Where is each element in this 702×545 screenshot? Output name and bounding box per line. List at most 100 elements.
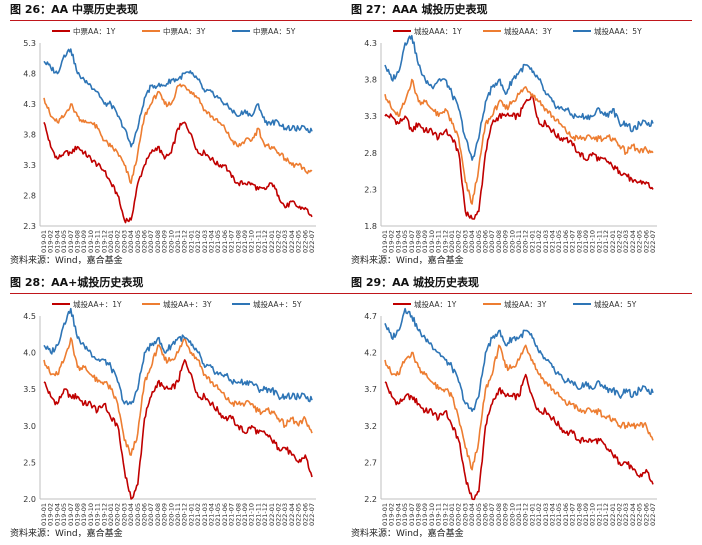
legend-label: 城投AAA：3Y — [504, 26, 552, 36]
series-line — [43, 83, 313, 185]
x-tick-label: 2019-01 — [381, 230, 389, 253]
legend-label: 城投AAA：1Y — [414, 26, 462, 36]
title-rule — [10, 20, 351, 21]
x-tick-label: 2021-06 — [562, 503, 570, 526]
y-tick-label: 3.3 — [364, 112, 377, 121]
x-tick-label: 2021-06 — [221, 230, 229, 253]
x-tick-label: 2021-10 — [589, 503, 597, 526]
y-tick-label: 3.3 — [23, 161, 36, 170]
x-tick-label: 2020-04 — [468, 230, 476, 253]
x-tick-label: 2019-07 — [408, 503, 416, 526]
x-tick-label: 2020-02 — [455, 230, 463, 253]
x-tick-label: 2020-01 — [107, 503, 115, 526]
y-tick-label: 4.3 — [364, 39, 377, 48]
x-tick-label: 2020-08 — [154, 503, 162, 526]
x-tick-label: 2019-09 — [80, 230, 88, 253]
x-tick-label: 2020-10 — [508, 230, 516, 253]
x-tick-label: 2021-02 — [535, 230, 543, 253]
x-tick-label: 2019-01 — [40, 230, 48, 253]
y-tick-label: 4.3 — [23, 100, 36, 109]
x-tick-label: 2021-04 — [549, 503, 557, 526]
x-tick-label: 2022-07 — [308, 230, 316, 253]
chart-panel-28: 图 28：AA+城投历史表现 4.5 4.0 3.5 3.0 2.5 2.0 2019-01… — [10, 276, 351, 539]
x-tick-label: 2022-06 — [301, 230, 309, 253]
y-tick-label: 2.8 — [23, 192, 36, 201]
x-tick-label: 2020-08 — [495, 230, 503, 253]
x-tick-label: 2022-03 — [281, 503, 289, 526]
x-tick-label: 2019-02 — [47, 503, 55, 526]
x-tick-label: 2021-02 — [194, 230, 202, 253]
x-tick-label: 2020-03 — [461, 230, 469, 253]
x-tick-label: 2019-04 — [53, 230, 61, 253]
y-tick-label: 4.7 — [364, 312, 377, 321]
series-line — [384, 93, 654, 220]
y-tick-label: 2.2 — [364, 495, 377, 504]
x-tick-label: 2020-04 — [468, 503, 476, 526]
chart-title: 图 28：AA+城投历史表现 — [10, 276, 144, 289]
legend-label: 中票AA：3Y — [163, 26, 206, 36]
x-tick-label: 2020-03 — [461, 503, 469, 526]
x-tick-label: 2021-07 — [228, 230, 236, 253]
y-tick-label: 5.3 — [23, 39, 36, 48]
y-tick-label: 4.2 — [364, 349, 377, 358]
x-tick-label: 2020-05 — [475, 503, 483, 526]
x-tick-label: 2022-04 — [288, 230, 296, 253]
series-line — [384, 34, 654, 161]
x-tick-label: 2019-12 — [100, 230, 108, 253]
source-note: 资料来源：Wind，嘉合基金 — [10, 256, 123, 266]
y-tick-label: 4.8 — [23, 70, 36, 79]
x-tick-label: 2019-11 — [435, 503, 443, 526]
x-tick-label: 2020-12 — [181, 230, 189, 253]
x-tick-label: 2020-01 — [448, 230, 456, 253]
line-chart: 4.33.83.32.82.31.82019-012019-022019-042… — [364, 26, 657, 253]
x-tick-label: 2019-02 — [47, 230, 55, 253]
x-tick-label: 2020-02 — [114, 503, 122, 526]
x-tick-label: 2019-11 — [94, 503, 102, 526]
x-tick-label: 2020-10 — [508, 503, 516, 526]
title-rule — [351, 293, 692, 294]
legend-label: 城投AAA：5Y — [594, 26, 642, 36]
x-tick-label: 2019-11 — [435, 230, 443, 253]
x-tick-label: 2020-03 — [120, 503, 128, 526]
x-tick-label: 2019-10 — [87, 503, 95, 526]
x-tick-label: 2022-03 — [622, 230, 630, 253]
x-tick-label: 2022-05 — [636, 230, 644, 253]
x-tick-label: 2021-09 — [582, 230, 590, 253]
x-tick-label: 2020-06 — [482, 230, 490, 253]
x-tick-label: 2021-01 — [187, 503, 195, 526]
x-tick-label: 2020-03 — [120, 230, 128, 253]
x-tick-label: 2022-01 — [609, 230, 617, 253]
x-tick-label: 2020-01 — [448, 503, 456, 526]
x-tick-label: 2021-07 — [569, 503, 577, 526]
x-tick-label: 2019-09 — [421, 230, 429, 253]
x-tick-label: 2021-03 — [201, 503, 209, 526]
y-tick-label: 2.5 — [23, 458, 36, 467]
legend-label: 中票AA：1Y — [73, 26, 116, 36]
y-tick-label: 2.3 — [364, 185, 377, 194]
source-note: 资料来源：Wind，嘉合基金 — [351, 529, 464, 539]
x-tick-label: 2022-01 — [268, 230, 276, 253]
y-tick-label: 1.8 — [364, 222, 377, 231]
x-tick-label: 2022-04 — [629, 230, 637, 253]
x-tick-label: 2019-04 — [394, 503, 402, 526]
x-tick-label: 2022-02 — [616, 503, 624, 526]
series-line — [384, 78, 654, 205]
y-tick-label: 3.8 — [23, 131, 36, 140]
series-line — [384, 344, 654, 471]
x-tick-label: 2021-02 — [535, 503, 543, 526]
x-tick-label: 2022-01 — [609, 503, 617, 526]
x-tick-label: 2020-08 — [495, 503, 503, 526]
x-tick-label: 2019-08 — [415, 503, 423, 526]
x-tick-label: 2021-08 — [234, 503, 242, 526]
x-tick-label: 2019-02 — [388, 503, 396, 526]
x-tick-label: 2021-05 — [214, 503, 222, 526]
x-tick-label: 2020-11 — [174, 230, 182, 253]
legend-label: 城投AA：3Y — [504, 299, 547, 309]
series-line — [43, 121, 313, 224]
chart-panel-27: 图 27：AAA 城投历史表现 4.3 3.8 3.3 2.8 2.3 1.8 2019-0… — [351, 3, 692, 266]
x-tick-label: 2021-12 — [602, 503, 610, 526]
x-tick-label: 2019-11 — [94, 230, 102, 253]
x-tick-label: 2020-04 — [127, 503, 135, 526]
x-tick-label: 2022-06 — [301, 503, 309, 526]
x-tick-label: 2021-02 — [194, 503, 202, 526]
